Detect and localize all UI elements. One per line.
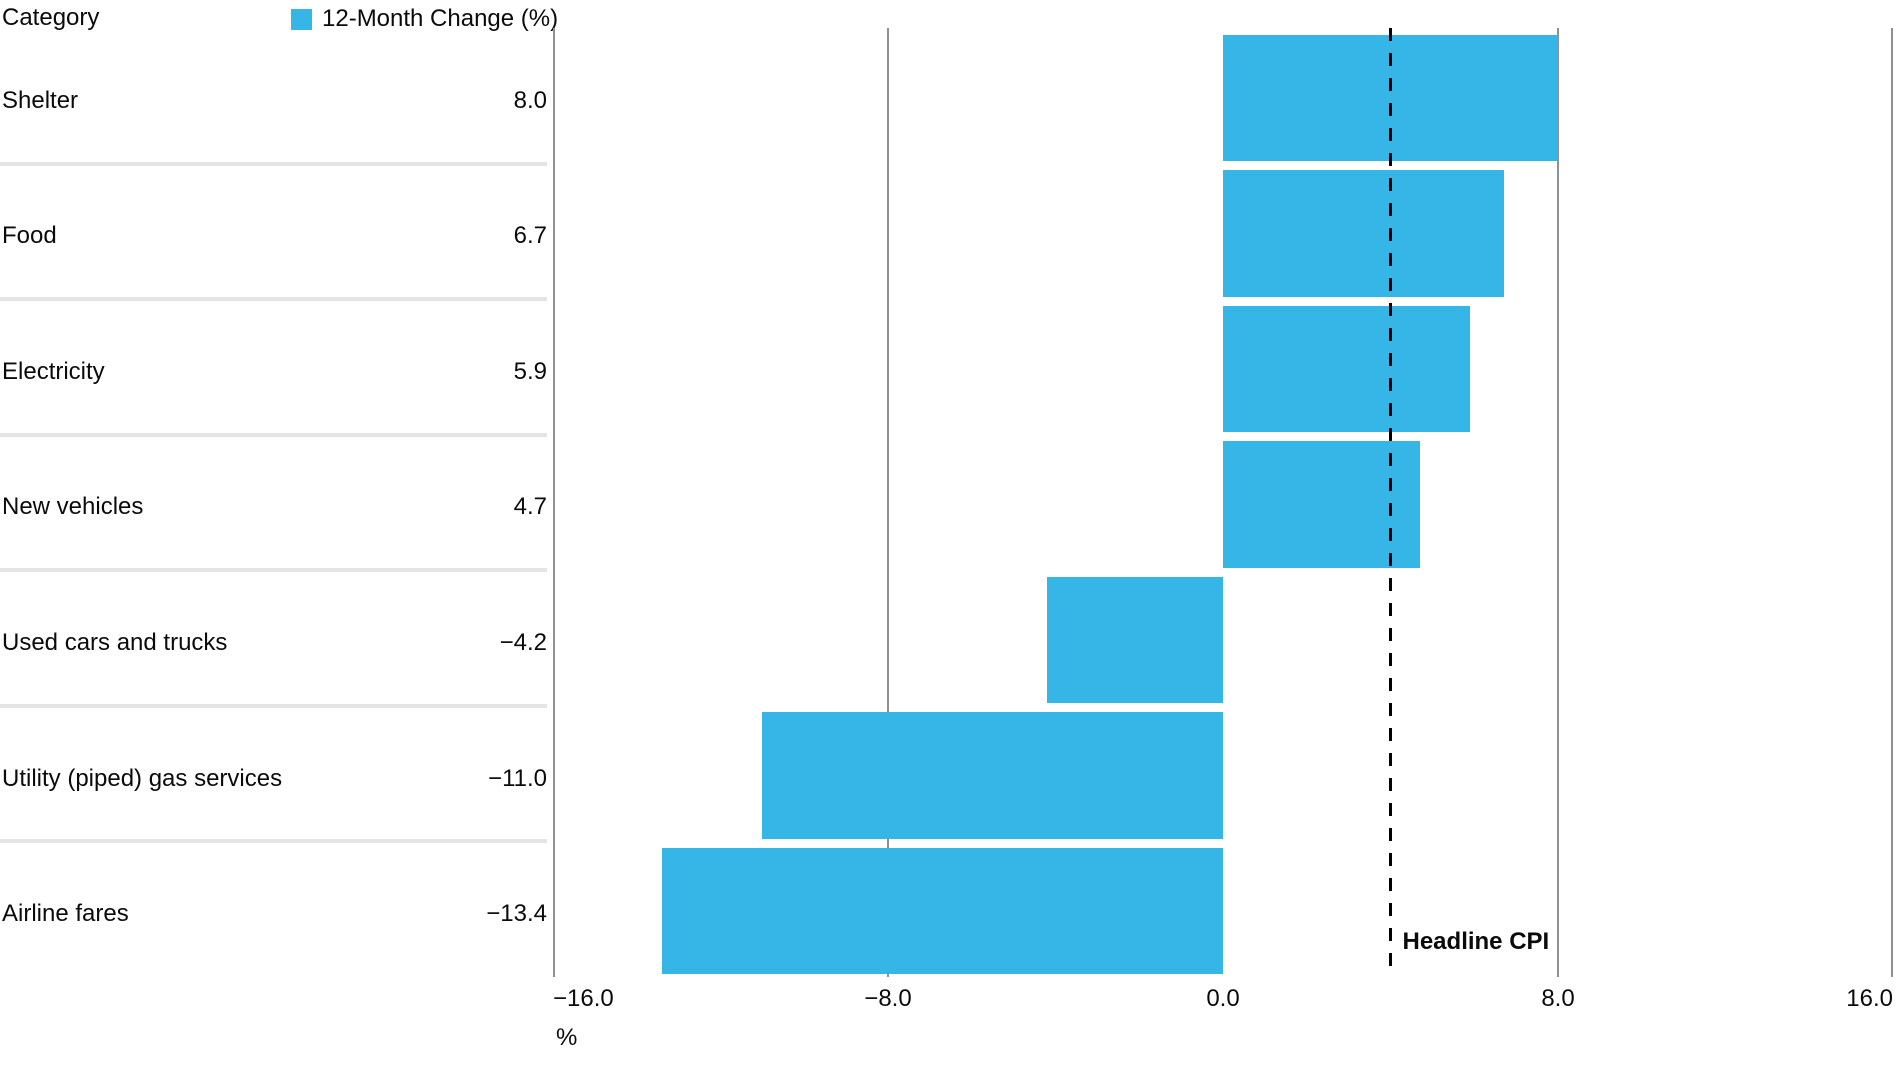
- category-value: 8.0: [513, 86, 547, 114]
- category-label: Airline fares: [2, 900, 129, 928]
- bar: [661, 847, 1223, 975]
- row-separator: [0, 568, 547, 573]
- category-value: −13.4: [486, 900, 547, 928]
- bar: [1223, 441, 1420, 568]
- legend-label: 12-Month Change (%): [322, 5, 559, 32]
- vertical-gridline: [1557, 28, 1559, 977]
- category-value: 4.7: [513, 493, 547, 521]
- legend: 12-Month Change (%): [291, 6, 558, 32]
- bar: [762, 712, 1223, 839]
- row-separator: [0, 703, 547, 708]
- x-axis-tick-label: −8.0: [864, 985, 912, 1012]
- x-axis-tick-label: 8.0: [1541, 985, 1575, 1012]
- x-axis-tick-label: −16.0: [553, 985, 614, 1012]
- bar: [1047, 576, 1223, 704]
- category-label: New vehicles: [2, 493, 144, 521]
- category-label: Electricity: [2, 357, 105, 385]
- x-axis-unit-label: %: [556, 1024, 578, 1051]
- row-separator: [0, 161, 547, 166]
- category-value: −11.0: [488, 764, 547, 792]
- headline-cpi-label: Headline CPI: [1402, 928, 1550, 955]
- category-value: 5.9: [513, 357, 547, 385]
- x-axis-tick-label: 0.0: [1206, 985, 1240, 1012]
- row-separator: [0, 839, 547, 844]
- vertical-gridline: [1891, 28, 1893, 977]
- category-column-header: Category: [2, 4, 100, 31]
- category-label: Utility (piped) gas services: [2, 764, 283, 792]
- category-label: Shelter: [2, 86, 79, 114]
- bar: [1223, 305, 1471, 433]
- row-separator: [0, 432, 547, 437]
- plot-area: Headline CPI: [553, 28, 1893, 977]
- row-separator: [0, 297, 547, 302]
- bar: [1223, 170, 1504, 297]
- category-label: Used cars and trucks: [2, 629, 228, 657]
- headline-cpi-reference-line: [1389, 28, 1392, 977]
- legend-swatch-icon: [291, 8, 312, 30]
- vertical-gridline: [553, 28, 555, 977]
- category-value: 6.7: [513, 222, 547, 250]
- category-value: −4.2: [499, 629, 547, 657]
- vertical-gridline: [887, 28, 889, 977]
- category-label: Food: [2, 222, 57, 250]
- x-axis-tick-label: 16.0: [1846, 985, 1893, 1012]
